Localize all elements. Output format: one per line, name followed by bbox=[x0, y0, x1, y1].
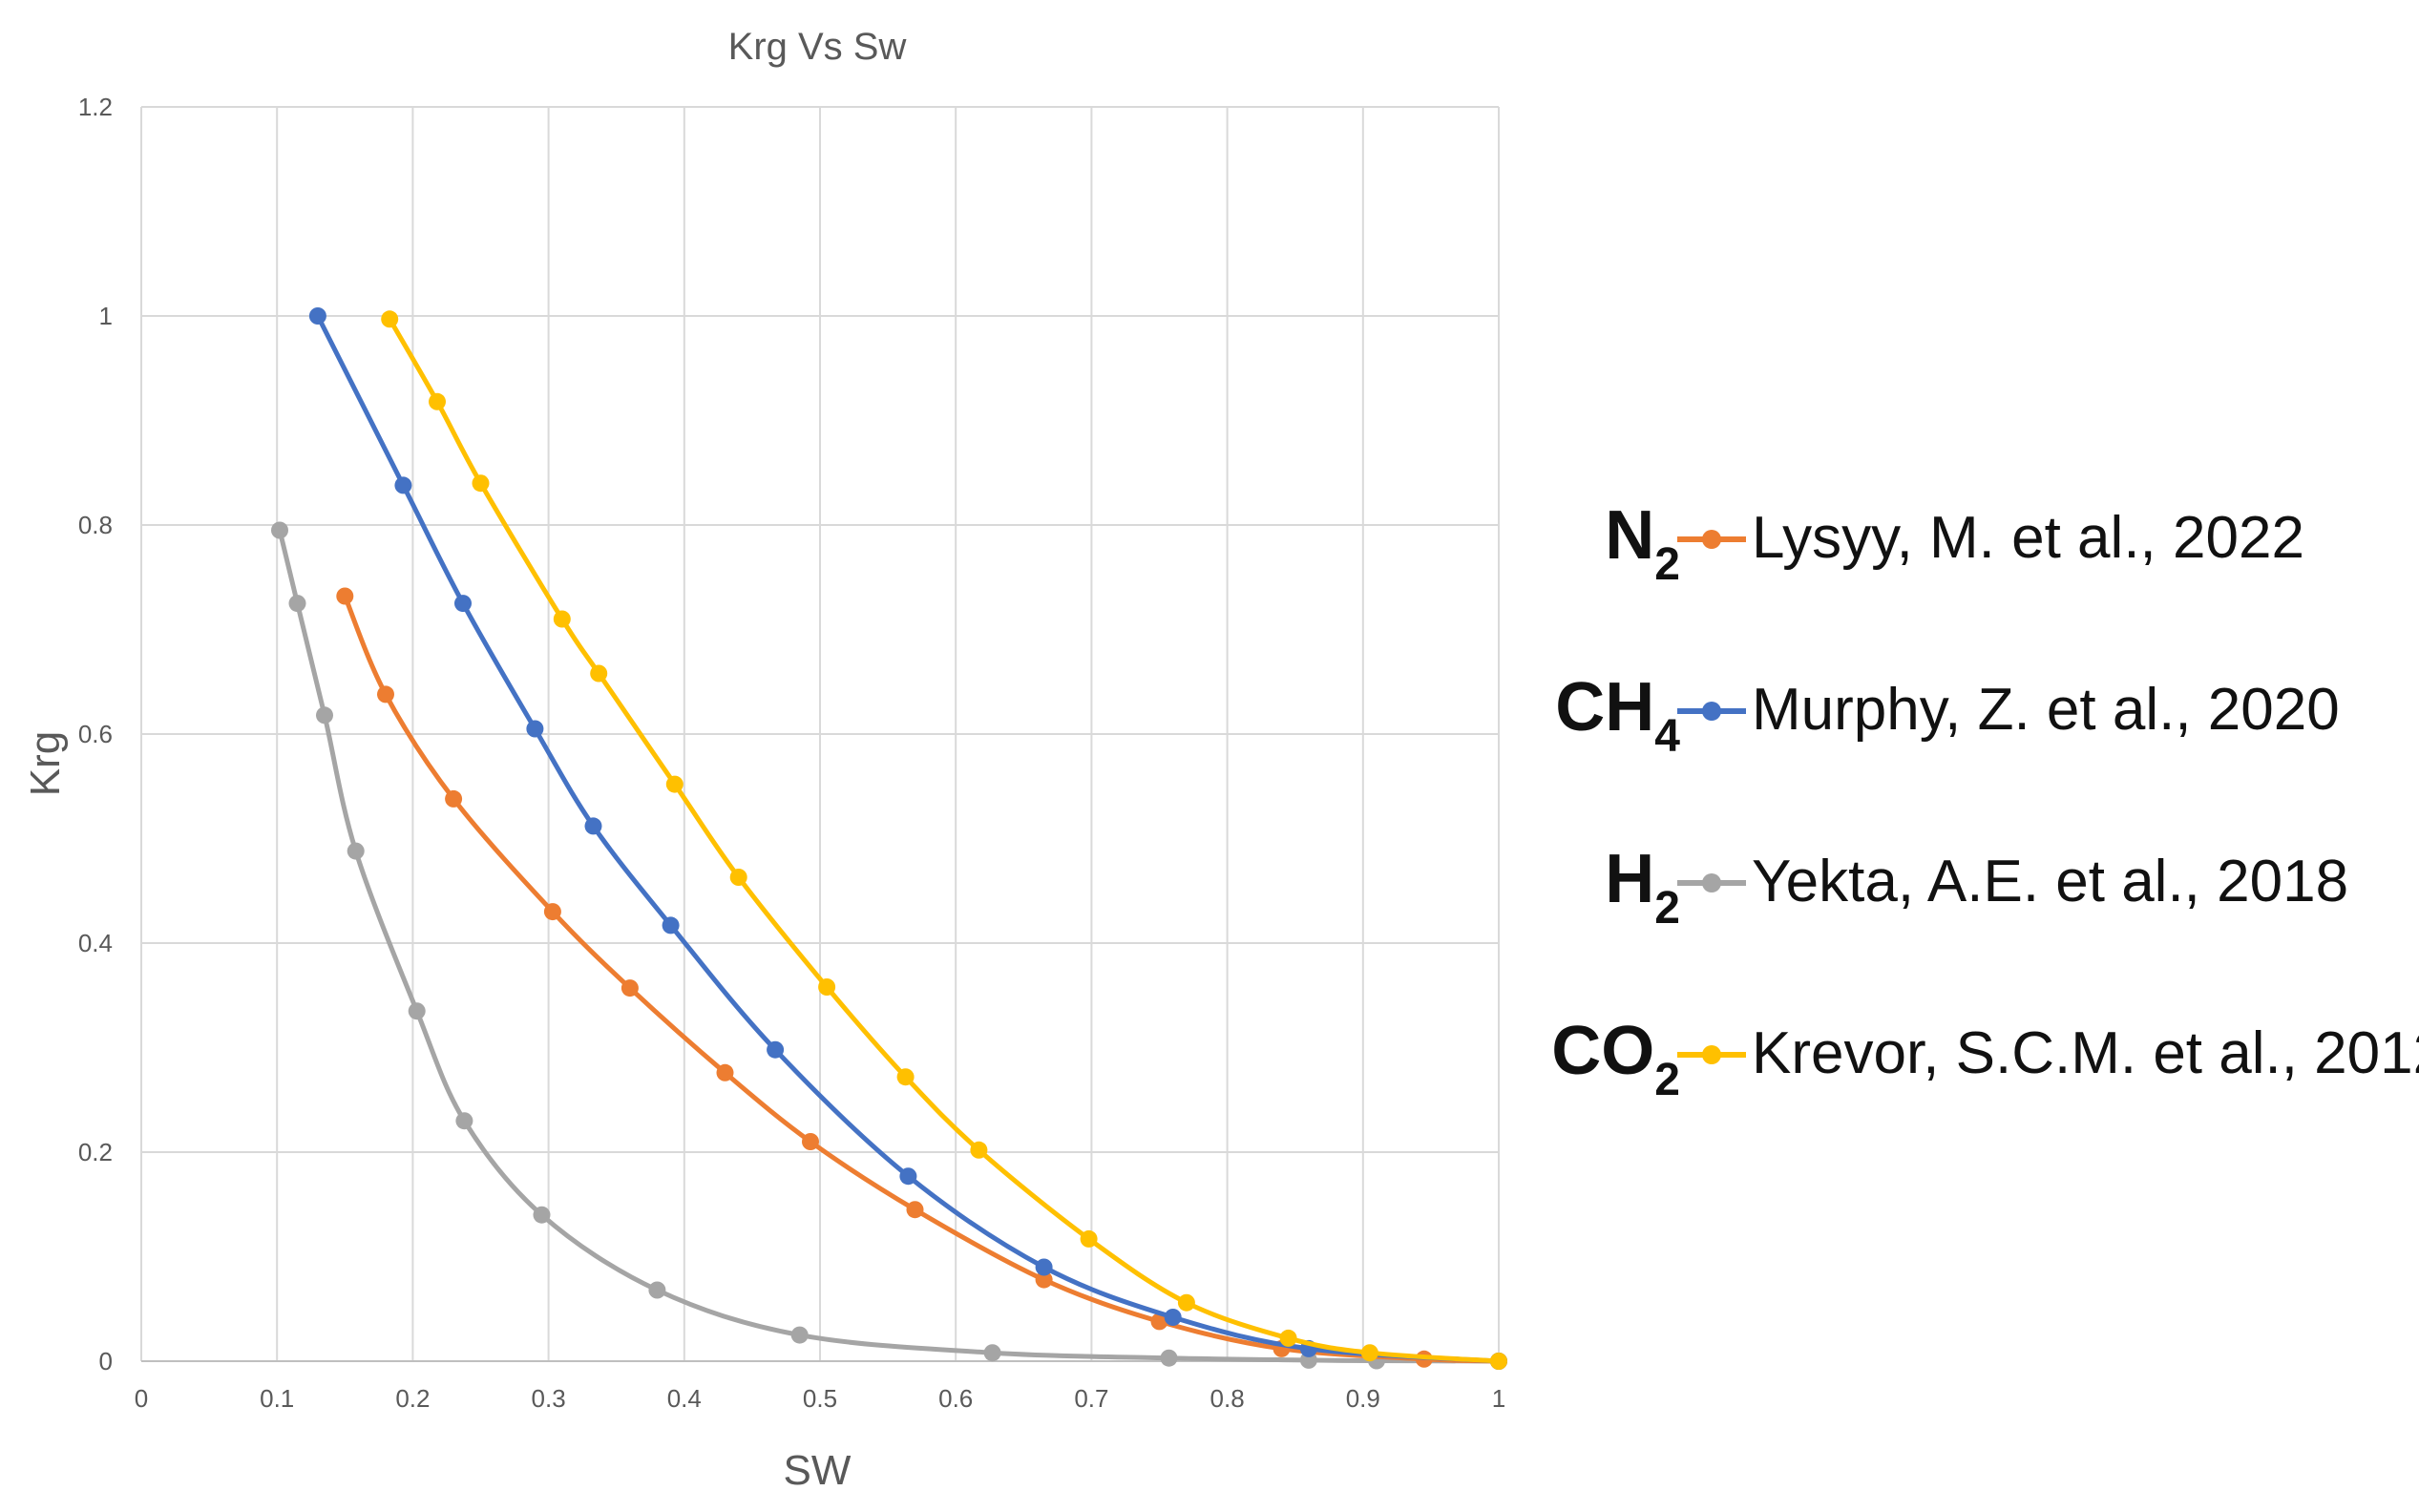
legend-swatch-yekta bbox=[1677, 873, 1746, 892]
data-point-murphy bbox=[1164, 1309, 1182, 1326]
gridlines bbox=[140, 106, 1500, 1362]
data-point-murphy bbox=[454, 595, 472, 613]
x-tick-label: 0.4 bbox=[667, 1384, 702, 1413]
data-point-murphy bbox=[899, 1167, 917, 1186]
data-point-murphy bbox=[584, 817, 602, 835]
data-point-krevor bbox=[896, 1068, 915, 1086]
data-point-yekta bbox=[1160, 1349, 1178, 1367]
x-tick-label: 0.2 bbox=[395, 1384, 430, 1413]
x-tick-label: 0.3 bbox=[532, 1384, 566, 1413]
data-point-krevor bbox=[590, 664, 608, 682]
data-point-lysyy bbox=[802, 1133, 819, 1150]
data-point-krevor bbox=[729, 869, 747, 886]
data-point-lysyy bbox=[716, 1063, 734, 1082]
series-line-yekta bbox=[277, 528, 1502, 1364]
data-point-krevor bbox=[429, 392, 446, 410]
data-point-krevor bbox=[472, 474, 490, 493]
data-point-lysyy bbox=[336, 587, 354, 605]
data-point-yekta bbox=[316, 706, 333, 724]
data-point-murphy bbox=[662, 916, 680, 934]
data-point-lysyy bbox=[543, 903, 561, 921]
y-tick-label: 0.2 bbox=[78, 1138, 113, 1166]
data-point-murphy bbox=[1035, 1258, 1053, 1276]
data-point-krevor bbox=[1177, 1293, 1195, 1312]
y-axis-label: Krg bbox=[22, 731, 69, 796]
legend-label-lysyy: Lysyy, M. et al., 2022 bbox=[1752, 505, 2304, 571]
data-point-krevor bbox=[665, 775, 684, 793]
legend-gas-h2: H2 bbox=[1605, 841, 1680, 934]
data-point-krevor bbox=[1279, 1329, 1297, 1347]
data-point-krevor bbox=[1360, 1344, 1378, 1362]
data-point-krevor bbox=[381, 310, 399, 328]
series-yekta bbox=[271, 521, 1507, 1370]
y-tick-label: 0 bbox=[99, 1347, 113, 1376]
data-point-yekta bbox=[271, 521, 288, 539]
series-krevor bbox=[381, 310, 1507, 1370]
legend-label-yekta: Yekta, A.E. et al., 2018 bbox=[1752, 849, 2349, 914]
data-point-krevor bbox=[1490, 1353, 1507, 1370]
legend-gas-n2: N2 bbox=[1605, 497, 1680, 590]
x-tick-label: 0 bbox=[135, 1384, 148, 1413]
data-point-yekta bbox=[648, 1281, 666, 1299]
legend-swatch-marker bbox=[1702, 1045, 1721, 1064]
data-point-murphy bbox=[526, 720, 544, 738]
x-tick-label: 0.6 bbox=[938, 1384, 973, 1413]
y-tick-label: 0.8 bbox=[78, 511, 113, 539]
data-point-lysyy bbox=[377, 685, 394, 704]
data-point-lysyy bbox=[1150, 1312, 1168, 1331]
legend-swatch-krevor bbox=[1677, 1045, 1746, 1064]
chart-title: Krg Vs Sw bbox=[728, 26, 907, 68]
legend-label-murphy: Murphy, Z. et al., 2020 bbox=[1752, 677, 2340, 743]
series-lines bbox=[271, 307, 1507, 1370]
tick-labels: 0 0.1 0.2 0.3 0.4 0.5 0.6 0.7 0.8 0.9 1 0 0.2 0.4 0.6 0… bbox=[78, 93, 1505, 1413]
x-tick-label: 0.7 bbox=[1074, 1384, 1108, 1413]
y-tick-label: 1.2 bbox=[78, 93, 113, 121]
data-point-krevor bbox=[970, 1141, 988, 1159]
x-axis-label: SW bbox=[784, 1447, 852, 1494]
legend-gas-ch4: CH4 bbox=[1555, 669, 1680, 762]
legend-swatch-marker bbox=[1702, 873, 1721, 892]
data-point-yekta bbox=[347, 842, 365, 860]
data-point-yekta bbox=[983, 1344, 1001, 1362]
legend-swatch-lysyy bbox=[1677, 530, 1746, 549]
x-tick-label: 0.1 bbox=[260, 1384, 294, 1413]
x-tick-label: 0.8 bbox=[1210, 1384, 1245, 1413]
y-tick-label: 0.4 bbox=[78, 929, 113, 957]
x-tick-label: 0.5 bbox=[803, 1384, 837, 1413]
data-point-krevor bbox=[1080, 1229, 1098, 1248]
series-line-murphy bbox=[315, 313, 1502, 1364]
legend-label-krevor: Krevor, S.C.M. et al., 2012 bbox=[1752, 1020, 2419, 1086]
legend-swatch-marker bbox=[1702, 702, 1721, 721]
data-point-yekta bbox=[288, 595, 306, 613]
y-tick-label: 1 bbox=[99, 302, 113, 330]
x-tick-label: 0.9 bbox=[1346, 1384, 1380, 1413]
data-point-yekta bbox=[455, 1112, 473, 1130]
x-tick-label: 1 bbox=[1492, 1384, 1505, 1413]
data-point-murphy bbox=[394, 476, 412, 494]
data-point-krevor bbox=[553, 610, 571, 628]
series-line-lysyy bbox=[342, 594, 1502, 1364]
legend-swatch-murphy bbox=[1677, 702, 1746, 721]
legend-swatch-marker bbox=[1702, 530, 1721, 549]
data-point-lysyy bbox=[1035, 1270, 1053, 1289]
data-point-lysyy bbox=[906, 1201, 924, 1219]
data-point-yekta bbox=[533, 1206, 551, 1224]
legend-gas-co2: CO2 bbox=[1551, 1013, 1680, 1105]
data-point-lysyy bbox=[445, 789, 463, 808]
data-point-murphy bbox=[308, 307, 326, 325]
data-point-lysyy bbox=[621, 979, 639, 998]
y-tick-label: 0.6 bbox=[78, 720, 113, 748]
data-point-murphy bbox=[767, 1040, 785, 1059]
data-point-krevor bbox=[818, 978, 836, 996]
data-point-yekta bbox=[790, 1326, 809, 1344]
series-lysyy bbox=[336, 587, 1507, 1370]
data-point-yekta bbox=[408, 1002, 426, 1020]
